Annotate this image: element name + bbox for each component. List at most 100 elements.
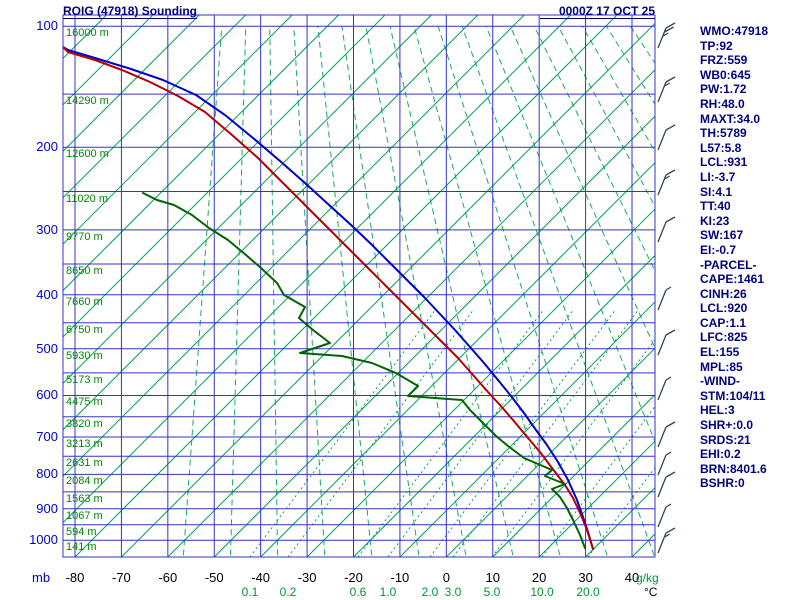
grid-lines bbox=[63, 15, 655, 557]
param-line: WMO:47918 bbox=[700, 24, 769, 38]
height-label: 5173 m bbox=[66, 373, 103, 386]
dewpoint-trace bbox=[142, 192, 586, 549]
wind-barb bbox=[657, 451, 672, 476]
chart-border bbox=[62, 14, 656, 558]
height-label: 14290 m bbox=[66, 95, 109, 108]
mixing-ratio-lines bbox=[249, 309, 655, 557]
param-line: LI:-3.7 bbox=[700, 169, 736, 184]
param-line: RH:48.0 bbox=[700, 96, 745, 111]
mixing-tick-label: 0.1 bbox=[241, 585, 259, 599]
temp-tick-label: -10 bbox=[390, 570, 410, 585]
wind-barb bbox=[657, 124, 676, 151]
height-label: 6750 m bbox=[66, 323, 103, 336]
wind-barb bbox=[657, 376, 672, 401]
param-line: BRN:8401.6 bbox=[700, 461, 767, 476]
pressure-tick-label: 100 bbox=[36, 18, 58, 34]
temperature-trace bbox=[63, 47, 594, 550]
temp-tick-label: 30 bbox=[578, 570, 593, 585]
height-label: 2084 m bbox=[66, 475, 103, 488]
height-label: 11020 m bbox=[66, 192, 108, 205]
param-line: SHR+:0.0 bbox=[700, 418, 754, 433]
param-line: BSHR:0 bbox=[700, 476, 745, 491]
param-line: EL:155 bbox=[700, 345, 740, 360]
param-line: -PARCEL- bbox=[700, 257, 757, 272]
mixing-tick-label: 10.0 bbox=[530, 585, 554, 599]
param-line: EHI:0.2 bbox=[700, 447, 741, 462]
pressure-tick-label: 400 bbox=[36, 286, 58, 302]
param-line: CAPE:1461 bbox=[700, 272, 765, 287]
temp-tick-label: -70 bbox=[112, 570, 131, 585]
temp-tick-label: -60 bbox=[158, 570, 178, 585]
param-line: WB0:645 bbox=[700, 67, 751, 82]
height-label: 1067 m bbox=[66, 509, 103, 522]
pressure-tick-label: 800 bbox=[36, 466, 58, 482]
height-label: 3820 m bbox=[66, 417, 103, 430]
isotherm-lines bbox=[63, 15, 655, 557]
param-line: CINH:26 bbox=[700, 286, 747, 301]
pressure-tick-label: 700 bbox=[36, 428, 58, 444]
param-line: CAP:1.1 bbox=[700, 315, 747, 330]
temp-tick-label: 0 bbox=[442, 570, 450, 585]
pressure-tick-label: 500 bbox=[36, 340, 58, 356]
wind-barb bbox=[657, 471, 676, 498]
wind-barb bbox=[657, 286, 672, 311]
height-label: 16000 m bbox=[66, 27, 109, 40]
param-line: LFC:825 bbox=[700, 330, 748, 345]
wind-barb bbox=[657, 76, 676, 103]
param-line: EI:-0.7 bbox=[700, 242, 737, 257]
height-label: 9770 m bbox=[66, 230, 103, 243]
pressure-tick-label: 1000 bbox=[29, 532, 58, 548]
mixing-tick-label: 3.0 bbox=[444, 585, 462, 599]
param-line: STM:104/11 bbox=[700, 388, 766, 403]
temp-tick-label: -40 bbox=[251, 570, 271, 585]
param-line: LCL:920 bbox=[700, 301, 748, 316]
mixing-tick-label: 2.0 bbox=[421, 585, 439, 599]
param-line: SW:167 bbox=[700, 228, 744, 243]
temp-tick-label: -80 bbox=[65, 570, 85, 585]
param-line: SI:4.1 bbox=[700, 184, 733, 199]
wind-barbs bbox=[657, 22, 676, 554]
temp-tick-label: -30 bbox=[297, 570, 317, 585]
temp-unit-label: °C bbox=[644, 585, 658, 599]
mixing-tick-label: 5.0 bbox=[483, 585, 501, 599]
mixing-ratio-unit-label: g/kg bbox=[636, 571, 659, 585]
pressure-tick-label: 300 bbox=[36, 221, 58, 237]
height-label: 8650 m bbox=[66, 264, 103, 277]
param-line: MPL:85 bbox=[700, 359, 743, 374]
temp-tick-label: -20 bbox=[344, 570, 363, 585]
param-line: KI:23 bbox=[700, 213, 730, 228]
pressure-tick-label: 900 bbox=[36, 500, 58, 516]
height-label: 12600 m bbox=[66, 148, 109, 161]
param-line: L57:5.8 bbox=[700, 140, 742, 155]
height-label: 4475 m bbox=[66, 396, 103, 409]
wind-barb bbox=[657, 527, 676, 554]
wind-barb bbox=[657, 503, 672, 528]
height-label: 3213 m bbox=[66, 437, 103, 450]
param-line: PW:1.72 bbox=[700, 82, 747, 97]
temp-tick-label: 20 bbox=[531, 570, 547, 585]
temp-tick-label: 40 bbox=[624, 570, 640, 585]
wind-barb bbox=[657, 216, 676, 243]
param-line: TH:5789 bbox=[700, 126, 747, 141]
mixing-tick-label: 20.0 bbox=[576, 585, 600, 599]
param-line: SRDS:21 bbox=[700, 432, 751, 447]
wind-barb bbox=[657, 22, 676, 49]
height-label: 141 m bbox=[66, 541, 97, 554]
pressure-unit-label: mb bbox=[32, 570, 51, 585]
param-line: TP:92 bbox=[700, 38, 733, 53]
temp-tick-label: -50 bbox=[204, 570, 224, 585]
parameters-panel: WMO:47918 TP:92 FRZ:559 WB0:645 PW:1.72 RH:48… bbox=[700, 24, 798, 491]
wind-barb bbox=[657, 169, 676, 196]
parcel-trace bbox=[63, 46, 594, 550]
mixing-tick-label: 1.0 bbox=[379, 585, 397, 599]
pressure-tick-label: 600 bbox=[36, 387, 58, 403]
wind-barb bbox=[657, 421, 676, 448]
dry-adiabat-lines bbox=[182, 25, 655, 556]
param-line: FRZ:559 bbox=[700, 53, 748, 68]
sounding-datetime: 0000Z 17 OCT 25 bbox=[540, 5, 655, 19]
param-line: MAXT:34.0 bbox=[700, 111, 761, 126]
height-label: 2631 m bbox=[66, 457, 103, 470]
param-line: TT:40 bbox=[700, 199, 731, 214]
